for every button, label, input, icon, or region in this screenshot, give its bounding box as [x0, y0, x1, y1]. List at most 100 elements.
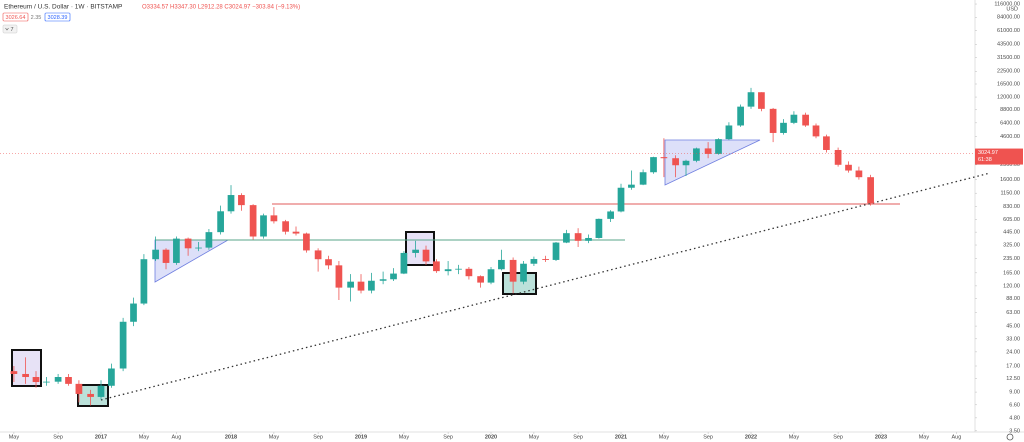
- candle-body: [108, 368, 115, 386]
- candle-body: [412, 249, 419, 253]
- candle-body: [292, 231, 300, 234]
- candle-body: [725, 125, 733, 140]
- candle-body: [32, 377, 40, 383]
- candle-body: [97, 385, 105, 397]
- y-tick-label: 43500.00: [997, 42, 1020, 48]
- y-tick-label: 22500.00: [997, 69, 1020, 75]
- indicators-toggle[interactable]: [2, 24, 18, 34]
- candle-body: [335, 265, 343, 288]
- x-tick-label: May: [789, 434, 800, 440]
- buy-price[interactable]: 3028.39: [48, 15, 68, 21]
- candle-body: [303, 233, 310, 251]
- y-tick-label: 2300.00: [1000, 162, 1020, 168]
- candle-body: [617, 187, 625, 212]
- candle-body: [314, 250, 322, 260]
- candle-body: [758, 92, 765, 109]
- candle-body: [390, 273, 397, 280]
- y-tick-label: 88.00: [1006, 296, 1020, 302]
- candle-body: [845, 164, 852, 171]
- x-tick-label: 2018: [225, 434, 237, 440]
- candle-body: [249, 205, 257, 237]
- triangle-pattern: [664, 139, 761, 186]
- x-tick-label: 2021: [615, 434, 627, 440]
- candle-body: [477, 276, 484, 283]
- candle-body: [455, 268, 462, 270]
- candle-body: [487, 269, 495, 283]
- symbol-title: Ethereum / U.S. Dollar · 1W · BITSTAMP: [4, 4, 122, 11]
- candle-body: [238, 195, 245, 206]
- candle-body: [357, 281, 365, 291]
- candle-body: [650, 157, 657, 173]
- candle-body: [855, 170, 863, 178]
- highlight-box: [405, 231, 435, 266]
- candle-body: [715, 139, 722, 154]
- y-tick-label: 445.00: [1003, 230, 1020, 236]
- candle-body: [119, 321, 127, 369]
- last-price-tag: [975, 148, 1023, 165]
- candle-body: [173, 238, 180, 263]
- candle-body: [520, 263, 527, 282]
- y-tick-label: 325.00: [1003, 242, 1020, 248]
- y-tick-label: 1150.00: [1001, 191, 1020, 197]
- chevron-icon: [5, 27, 9, 31]
- candle-body: [780, 122, 787, 133]
- indicators-count[interactable]: 7: [10, 27, 13, 33]
- y-tick-label: 6400.00: [1000, 120, 1020, 126]
- x-tick-label: Sep: [53, 434, 63, 440]
- x-tick-label: May: [269, 434, 280, 440]
- candle-body: [628, 184, 635, 188]
- y-tick-label: 63.00: [1006, 310, 1020, 316]
- sell-button[interactable]: [2, 12, 29, 22]
- candle-body: [465, 268, 473, 277]
- candle-body: [672, 158, 679, 166]
- y-tick-label: 830.00: [1003, 204, 1020, 210]
- candle-body: [270, 215, 278, 222]
- candle-body: [54, 377, 62, 382]
- candle-body: [282, 221, 289, 232]
- candle-body: [639, 172, 647, 185]
- candle-body: [65, 377, 72, 384]
- buy-button[interactable]: [44, 12, 71, 22]
- highlight-box: [502, 272, 537, 295]
- candle-body: [563, 233, 570, 243]
- settings-icon[interactable]: [1006, 433, 1014, 441]
- candle-body: [867, 177, 874, 204]
- y-tick-label: 16500.00: [997, 81, 1020, 87]
- sell-price[interactable]: 3026.64: [6, 15, 26, 21]
- x-tick-label: May: [9, 434, 20, 440]
- x-tick-label: Sep: [833, 434, 843, 440]
- currency-label: USD: [1006, 6, 1018, 12]
- candle-body: [704, 148, 712, 154]
- y-tick-label: 12.50: [1006, 376, 1020, 382]
- candle-body: [347, 281, 354, 288]
- x-tick-label: 2023: [875, 434, 887, 440]
- x-tick-label: May: [139, 434, 150, 440]
- candle-body: [433, 261, 440, 272]
- candle-body: [607, 211, 614, 219]
- y-tick-label: 84000.00: [997, 15, 1020, 21]
- y-tick-label: 9.00: [1009, 390, 1020, 396]
- candle-body: [325, 259, 332, 266]
- x-tick-label: 2022: [745, 434, 757, 440]
- x-tick-label: May: [399, 434, 410, 440]
- candle-body: [769, 108, 777, 133]
- y-tick-label: 4.80: [1009, 415, 1020, 421]
- candle-body: [444, 269, 452, 272]
- x-tick-label: Sep: [313, 434, 323, 440]
- candle-body: [75, 383, 83, 394]
- y-tick-label: 61000.00: [997, 28, 1020, 34]
- x-tick-label: Aug: [952, 434, 962, 440]
- y-tick-label: 235.00: [1003, 256, 1020, 262]
- x-tick-label: Sep: [573, 434, 583, 440]
- candle-body: [152, 249, 159, 260]
- x-tick-label: 2019: [355, 434, 367, 440]
- x-tick-label: 2017: [95, 434, 107, 440]
- candle-body: [790, 114, 798, 123]
- candle-body: [660, 157, 668, 159]
- last-price: 3024.97: [978, 150, 998, 156]
- candle-body: [509, 259, 517, 282]
- x-tick-label: 2020: [485, 434, 497, 440]
- candle-body: [217, 211, 224, 233]
